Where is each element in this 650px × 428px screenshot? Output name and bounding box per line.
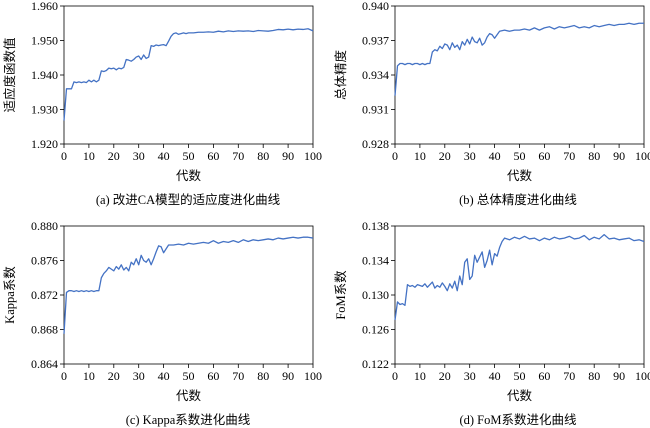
x-axis-label: 代数 (176, 168, 202, 183)
y-tick-label: 0.134 (362, 254, 389, 268)
x-tick-label: 30 (133, 149, 145, 163)
y-axis-label: 总体精度 (333, 50, 348, 101)
x-tick-label: 40 (489, 149, 501, 163)
x-tick-label: 90 (613, 149, 625, 163)
chart-caption: (b) 总体精度进化曲线 (459, 192, 577, 207)
x-tick-label: 80 (257, 149, 269, 163)
y-axis-label: 适应度函数值 (2, 37, 17, 112)
x-tick-label: 70 (232, 369, 244, 383)
y-tick-label: 0.138 (362, 219, 389, 233)
x-tick-label: 20 (108, 149, 120, 163)
y-tick-label: 0.122 (362, 357, 389, 371)
x-ticks: 0 10 20 30 40 50 60 70 80 90 100 (61, 364, 322, 383)
y-tick-label: 0.872 (31, 288, 58, 302)
chart-panel-b: 0.928 0.931 0.934 0.937 0.940 0 10 20 30 40 50 60 7… (333, 0, 650, 207)
y-tick-label: 0.940 (362, 0, 389, 13)
y-axis-label: Kappa系数 (2, 266, 17, 324)
x-tick-label: 20 (439, 369, 451, 383)
y-tick-label: 1.960 (31, 0, 58, 13)
y-tick-label: 0.864 (31, 357, 58, 371)
x-tick-label: 50 (514, 369, 526, 383)
y-tick-label: 0.868 (31, 323, 58, 337)
y-tick-label: 0.876 (31, 254, 58, 268)
chart-caption: (c) Kappa系数进化曲线 (126, 412, 251, 427)
y-tick-label: 1.940 (31, 68, 58, 82)
x-tick-label: 100 (304, 149, 322, 163)
y-tick-label: 1.920 (31, 137, 58, 151)
x-ticks: 0 10 20 30 40 50 60 70 80 90 100 (392, 364, 650, 383)
x-tick-label: 50 (514, 149, 526, 163)
x-axis-label: 代数 (176, 388, 202, 403)
x-tick-label: 40 (158, 369, 170, 383)
y-tick-label: 1.950 (31, 34, 58, 48)
y-tick-label: 0.931 (362, 103, 389, 117)
y-axis-label: FoM系数 (333, 270, 348, 320)
plot-frame (63, 225, 314, 365)
series-line (63, 236, 314, 334)
series-line (394, 233, 645, 321)
x-tick-label: 90 (282, 369, 294, 383)
x-tick-label: 60 (207, 149, 219, 163)
x-tick-label: 0 (392, 149, 398, 163)
x-tick-label: 60 (207, 369, 219, 383)
x-tick-label: 30 (464, 369, 476, 383)
series-line (63, 28, 314, 121)
x-tick-label: 70 (563, 369, 575, 383)
x-tick-label: 20 (108, 369, 120, 383)
x-tick-label: 80 (257, 369, 269, 383)
y-tick-label: 0.928 (362, 137, 389, 151)
y-tick-label: 1.930 (31, 103, 58, 117)
y-tick-label: 0.130 (362, 288, 389, 302)
x-tick-label: 50 (183, 369, 195, 383)
x-tick-label: 30 (133, 369, 145, 383)
chart-panel-a: 1.920 1.930 1.940 1.950 1.960 0 10 20 30 40 50 60 7… (2, 0, 322, 207)
x-tick-label: 10 (414, 369, 426, 383)
x-tick-label: 20 (439, 149, 451, 163)
x-ticks: 0 10 20 30 40 50 60 70 80 90 100 (392, 144, 650, 163)
plot-frame (394, 225, 645, 365)
x-tick-label: 0 (392, 369, 398, 383)
x-axis-label: 代数 (507, 388, 533, 403)
x-tick-label: 90 (282, 149, 294, 163)
x-tick-label: 80 (588, 369, 600, 383)
y-ticks: 0.928 0.931 0.934 0.937 0.940 (362, 0, 395, 151)
x-tick-label: 30 (464, 149, 476, 163)
x-tick-label: 80 (588, 149, 600, 163)
y-tick-label: 0.880 (31, 219, 58, 233)
y-tick-label: 0.126 (362, 323, 389, 337)
x-ticks: 0 10 20 30 40 50 60 70 80 90 100 (61, 144, 322, 163)
x-tick-label: 10 (414, 149, 426, 163)
x-tick-label: 0 (61, 369, 67, 383)
y-ticks: 0.122 0.126 0.130 0.134 0.138 (362, 219, 395, 371)
y-ticks: 1.920 1.930 1.940 1.950 1.960 (31, 0, 64, 151)
x-tick-label: 60 (538, 149, 550, 163)
x-tick-label: 10 (83, 149, 95, 163)
chart-caption: (a) 改进CA模型的适应度进化曲线 (96, 192, 281, 207)
x-tick-label: 100 (304, 369, 322, 383)
x-tick-label: 0 (61, 149, 67, 163)
x-axis-label: 代数 (507, 168, 533, 183)
plot-frame (394, 5, 645, 145)
x-tick-label: 90 (613, 369, 625, 383)
y-ticks: 0.864 0.868 0.872 0.876 0.880 (31, 219, 64, 371)
chart-panel-c: 0.864 0.868 0.872 0.876 0.880 0 10 20 30 40 50 60 7… (2, 219, 322, 427)
x-tick-label: 40 (489, 369, 501, 383)
chart-panel-d: 0.122 0.126 0.130 0.134 0.138 0 10 20 30 40 50 60 7… (333, 219, 650, 427)
x-tick-label: 100 (635, 369, 650, 383)
series-line (394, 22, 644, 96)
y-tick-label: 0.934 (362, 68, 389, 82)
x-tick-label: 100 (635, 149, 650, 163)
chart-caption: (d) FoM系数进化曲线 (459, 412, 577, 427)
x-tick-label: 60 (538, 369, 550, 383)
x-tick-label: 40 (158, 149, 170, 163)
x-tick-label: 50 (183, 149, 195, 163)
x-tick-label: 10 (83, 369, 95, 383)
plot-frame (63, 5, 314, 145)
x-tick-label: 70 (232, 149, 244, 163)
x-tick-label: 70 (563, 149, 575, 163)
y-tick-label: 0.937 (362, 34, 389, 48)
